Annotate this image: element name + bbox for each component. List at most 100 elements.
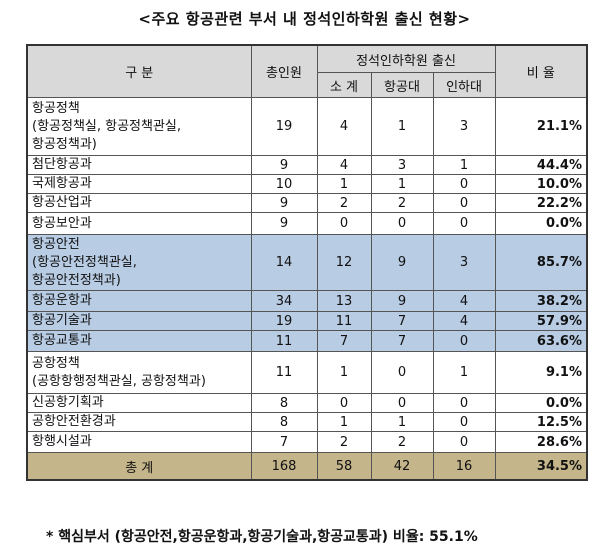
row-ratio: 38.2%: [494, 290, 588, 312]
row-ratio: 9.1%: [494, 351, 588, 394]
row-ratio: 63.6%: [494, 330, 588, 352]
row-hangkong: 3: [370, 155, 434, 175]
row-ratio: 21.1%: [494, 97, 588, 156]
table-row: 국제항공과 10 1 1 0 10.0%: [26, 174, 588, 194]
table-row: 첨단항공과 9 4 3 1 44.4%: [26, 155, 588, 175]
header-category: 구 분: [26, 44, 252, 98]
total-hangkong: 42: [370, 452, 434, 481]
footnote: * 핵심부서 (항공안전,항공운항과,항공기술과,항공교통과) 비율: 55.1…: [46, 529, 478, 545]
table-row: 항공안전 (항공안전정책관실, 항공안전정책과) 14 12 9 3 85.7%: [26, 234, 588, 291]
row-hangkong: 7: [370, 330, 434, 352]
row-subtotal: 4: [316, 97, 372, 156]
row-inha: 0: [432, 412, 496, 432]
row-label: 공항정책 (공항항행정책관실, 공항정책과): [26, 351, 252, 394]
row-ratio: 57.9%: [494, 311, 588, 331]
row-label: 항공정책 (항공정책실, 항공정책관실, 항공정책과): [26, 97, 252, 156]
table-row: 신공항기획과 8 0 0 0 0.0%: [26, 393, 588, 413]
header-total-staff: 총인원: [250, 44, 318, 98]
row-label: 항공보안과: [26, 212, 252, 235]
row-total: 9: [250, 212, 318, 235]
row-inha: 4: [432, 290, 496, 312]
total-inha: 16: [432, 452, 496, 481]
row-total: 8: [250, 412, 318, 432]
row-ratio: 0.0%: [494, 212, 588, 235]
row-hangkong: 0: [370, 393, 434, 413]
table-row: 항공기술과 19 11 7 4 57.9%: [26, 311, 588, 331]
row-hangkong: 1: [370, 412, 434, 432]
row-hangkong: 1: [370, 174, 434, 194]
row-total: 9: [250, 155, 318, 175]
row-hangkong: 9: [370, 234, 434, 291]
row-label: 첨단항공과: [26, 155, 252, 175]
row-label: 항공교통과: [26, 330, 252, 352]
table-row: 항행시설과 7 2 2 0 28.6%: [26, 431, 588, 453]
row-hangkong: 2: [370, 193, 434, 213]
row-ratio: 0.0%: [494, 393, 588, 413]
row-inha: 3: [432, 234, 496, 291]
row-label: 신공항기획과: [26, 393, 252, 413]
row-inha: 0: [432, 193, 496, 213]
row-subtotal: 11: [316, 311, 372, 331]
table-row: 항공운항과 34 13 9 4 38.2%: [26, 290, 588, 312]
header-ratio: 비 율: [494, 44, 588, 98]
table-row: 공항정책 (공항항행정책관실, 공항정책과) 11 1 0 1 9.1%: [26, 351, 588, 394]
row-subtotal: 13: [316, 290, 372, 312]
row-total: 14: [250, 234, 318, 291]
row-inha: 0: [432, 212, 496, 235]
row-total: 11: [250, 351, 318, 394]
total-row: 총 계 168 58 42 16 34.5%: [26, 452, 588, 481]
table-row: 항공보안과 9 0 0 0 0.0%: [26, 212, 588, 235]
row-total: 19: [250, 311, 318, 331]
total-staff: 168: [250, 452, 318, 481]
row-total: 9: [250, 193, 318, 213]
row-subtotal: 1: [316, 351, 372, 394]
table-row: 공항안전환경과 8 1 1 0 12.5%: [26, 412, 588, 432]
row-hangkong: 0: [370, 212, 434, 235]
table-title: <주요 항공관련 부서 내 정석인하학원 출신 현황>: [138, 10, 471, 28]
row-inha: 1: [432, 155, 496, 175]
row-subtotal: 4: [316, 155, 372, 175]
total-subtotal: 58: [316, 452, 372, 481]
row-inha: 1: [432, 351, 496, 394]
header-subtotal: 소 계: [316, 72, 372, 98]
row-subtotal: 2: [316, 193, 372, 213]
row-subtotal: 12: [316, 234, 372, 291]
row-ratio: 44.4%: [494, 155, 588, 175]
row-label: 국제항공과: [26, 174, 252, 194]
row-subtotal: 2: [316, 431, 372, 453]
row-hangkong: 0: [370, 351, 434, 394]
total-ratio: 34.5%: [494, 452, 588, 481]
row-subtotal: 1: [316, 174, 372, 194]
row-ratio: 22.2%: [494, 193, 588, 213]
row-subtotal: 7: [316, 330, 372, 352]
row-ratio: 28.6%: [494, 431, 588, 453]
row-hangkong: 7: [370, 311, 434, 331]
row-hangkong: 1: [370, 97, 434, 156]
row-total: 10: [250, 174, 318, 194]
row-ratio: 10.0%: [494, 174, 588, 194]
row-inha: 0: [432, 174, 496, 194]
row-label: 항공산업과: [26, 193, 252, 213]
row-label: 공항안전환경과: [26, 412, 252, 432]
table-row: 항공산업과 9 2 2 0 22.2%: [26, 193, 588, 213]
header-inha: 인하대: [432, 72, 496, 98]
staff-table: 구 분 총인원 정석인하학원 출신 비 율 소 계 항공대 인하대 항공정책 (항…: [26, 44, 589, 481]
row-total: 19: [250, 97, 318, 156]
table-row: 항공교통과 11 7 7 0 63.6%: [26, 330, 588, 352]
row-label: 항공운항과: [26, 290, 252, 312]
row-inha: 3: [432, 97, 496, 156]
row-ratio: 12.5%: [494, 412, 588, 432]
header-hangkong: 항공대: [370, 72, 434, 98]
row-total: 11: [250, 330, 318, 352]
row-ratio: 85.7%: [494, 234, 588, 291]
header-group: 정석인하학원 출신: [316, 44, 496, 73]
row-label: 항공기술과: [26, 311, 252, 331]
row-hangkong: 2: [370, 431, 434, 453]
row-inha: 0: [432, 431, 496, 453]
row-subtotal: 0: [316, 393, 372, 413]
row-subtotal: 1: [316, 412, 372, 432]
row-label: 항행시설과: [26, 431, 252, 453]
row-total: 7: [250, 431, 318, 453]
row-inha: 4: [432, 311, 496, 331]
table-row: 항공정책 (항공정책실, 항공정책관실, 항공정책과) 19 4 1 3 21.1%: [26, 97, 588, 156]
